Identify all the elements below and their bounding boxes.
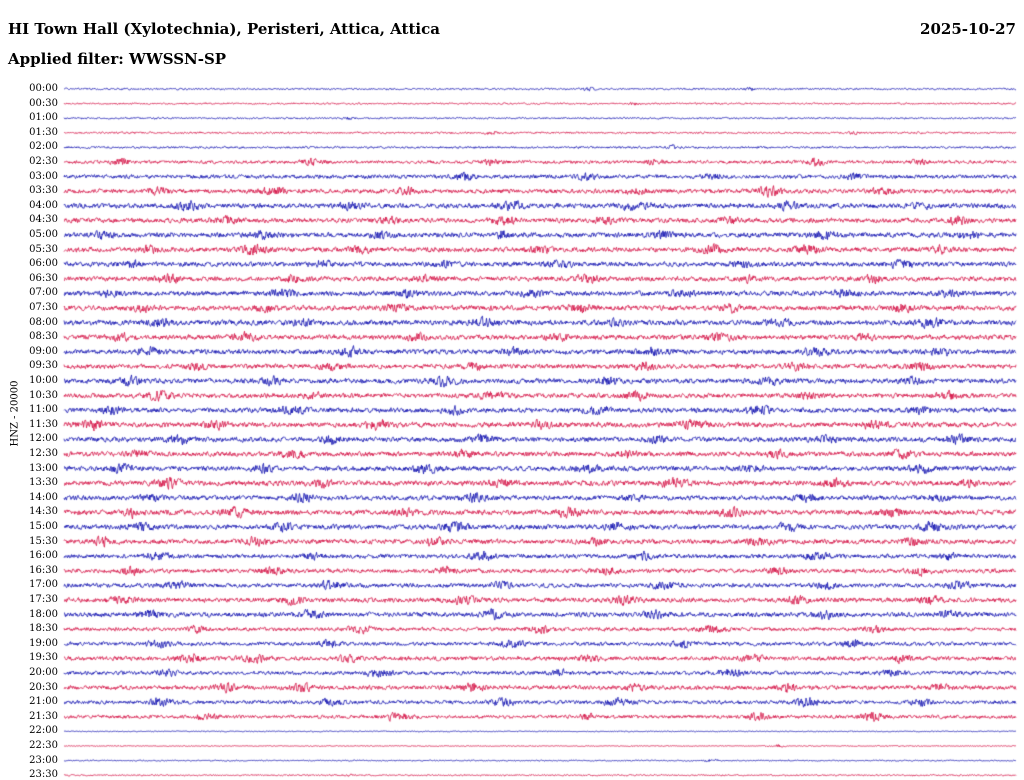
time-label: 09:30 — [29, 360, 58, 372]
time-label: 14:30 — [29, 506, 58, 518]
time-label: 18:00 — [29, 608, 58, 620]
time-label: 07:30 — [29, 302, 58, 313]
time-label: 02:30 — [29, 156, 58, 167]
time-label: 12:30 — [29, 448, 58, 459]
time-label: 14:00 — [29, 491, 58, 503]
time-label: 05:00 — [29, 229, 58, 240]
time-label: 13:30 — [29, 477, 58, 489]
time-label: 17:00 — [29, 579, 58, 591]
time-label: 21:30 — [29, 710, 58, 722]
time-label: 00:00 — [29, 83, 58, 94]
time-label: 11:00 — [29, 404, 58, 416]
time-label: 19:30 — [29, 652, 58, 664]
time-label: 15:00 — [29, 521, 58, 532]
time-label: 03:30 — [29, 185, 58, 197]
time-label: 05:30 — [29, 243, 58, 255]
time-label: 23:30 — [29, 769, 58, 780]
time-label: 09:00 — [29, 345, 58, 357]
time-label: 04:00 — [29, 199, 58, 211]
time-label: 08:30 — [29, 331, 58, 343]
time-label: 17:30 — [29, 594, 58, 605]
time-label: 02:00 — [29, 141, 58, 153]
time-label: 22:30 — [29, 740, 58, 751]
time-label: 00:30 — [29, 97, 58, 109]
time-label: 21:00 — [29, 696, 58, 708]
time-label: 20:30 — [29, 681, 58, 693]
time-label: 04:30 — [29, 214, 58, 226]
time-label: 10:00 — [29, 375, 58, 386]
time-label: 08:00 — [29, 316, 58, 328]
time-label: 16:30 — [29, 564, 58, 576]
time-label: 12:00 — [29, 433, 58, 445]
time-label: 22:00 — [29, 725, 58, 737]
time-label: 01:30 — [29, 126, 58, 138]
time-label: 20:00 — [29, 667, 58, 678]
time-label: 03:00 — [29, 170, 58, 182]
time-label: 18:30 — [29, 623, 58, 635]
time-label: 06:00 — [29, 258, 58, 270]
time-label: 19:00 — [29, 637, 58, 649]
time-label: 11:30 — [29, 418, 58, 430]
time-label: 07:00 — [29, 287, 58, 299]
time-label: 01:00 — [29, 112, 58, 124]
time-label: 23:00 — [29, 754, 58, 766]
time-label: 10:30 — [29, 389, 58, 401]
time-label: 06:30 — [29, 272, 58, 284]
time-label: 13:00 — [29, 462, 58, 474]
time-label: 16:00 — [29, 550, 58, 562]
time-label: 15:30 — [29, 535, 58, 547]
